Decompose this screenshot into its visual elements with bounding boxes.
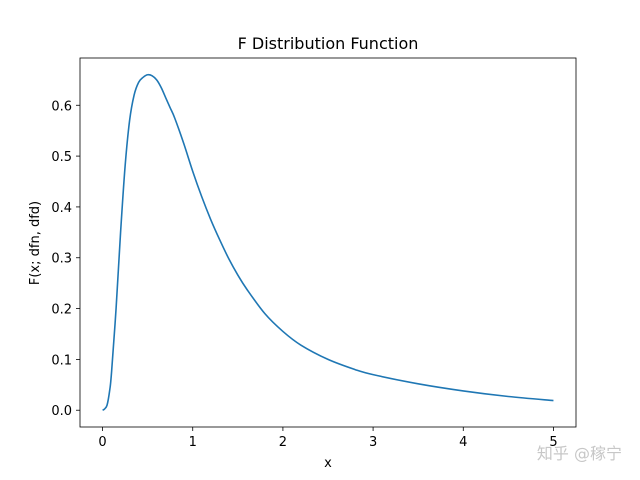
x-tick-label: 4 — [459, 435, 467, 450]
plot-area — [79, 57, 577, 428]
y-axis-label: F(x; dfn, dfd) — [28, 201, 43, 285]
x-axis: 0 1 2 3 4 5 — [98, 427, 558, 450]
plot-frame — [79, 57, 577, 428]
y-tick-label: 0.0 — [51, 404, 72, 419]
series-line-0 — [102, 73, 554, 411]
x-tick-label: 0 — [98, 435, 106, 450]
x-tick-label: 1 — [189, 435, 197, 450]
y-axis: 0.0 0.1 0.2 0.3 0.4 0.5 0.6 — [51, 99, 80, 419]
x-tick-label: 3 — [369, 435, 377, 450]
x-tick-label: 5 — [549, 435, 557, 450]
y-tick-label: 0.1 — [51, 353, 72, 368]
watermark-text: 知乎 @稼宁 — [537, 444, 622, 463]
y-tick-label: 0.4 — [51, 201, 72, 216]
y-tick-label: 0.2 — [51, 303, 72, 318]
y-tick-label: 0.5 — [51, 150, 72, 165]
x-axis-label: x — [324, 456, 332, 471]
series-layer — [102, 73, 554, 411]
x-tick-label: 2 — [279, 435, 287, 450]
y-tick-label: 0.6 — [51, 99, 72, 114]
chart-title: F Distribution Function — [238, 34, 419, 53]
y-tick-label: 0.3 — [51, 252, 72, 267]
